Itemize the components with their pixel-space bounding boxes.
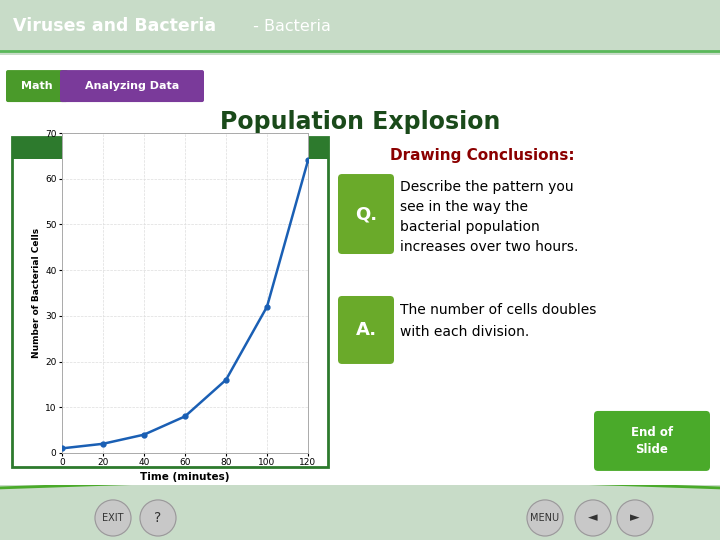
Text: ?: ?: [154, 511, 161, 525]
Text: A.: A.: [356, 321, 377, 339]
Text: Viruses and Bacteria: Viruses and Bacteria: [13, 17, 216, 36]
FancyBboxPatch shape: [0, 53, 720, 487]
Text: Drawing Conclusions:: Drawing Conclusions:: [390, 147, 575, 163]
FancyBboxPatch shape: [338, 174, 394, 254]
Text: Math: Math: [21, 81, 53, 91]
Text: Q.: Q.: [355, 205, 377, 223]
Text: EXIT: EXIT: [102, 513, 124, 523]
Text: Bacterial Reproduction by Binary Fission: Bacterial Reproduction by Binary Fission: [66, 144, 274, 152]
FancyBboxPatch shape: [6, 70, 68, 102]
FancyBboxPatch shape: [594, 411, 710, 471]
Circle shape: [575, 500, 611, 536]
Text: bacterial population: bacterial population: [400, 220, 540, 234]
Circle shape: [617, 500, 653, 536]
FancyBboxPatch shape: [12, 137, 328, 159]
Text: ►: ►: [630, 511, 640, 524]
Text: Describe the pattern you: Describe the pattern you: [400, 180, 574, 194]
FancyBboxPatch shape: [338, 296, 394, 364]
Circle shape: [140, 500, 176, 536]
FancyBboxPatch shape: [12, 137, 328, 467]
X-axis label: Time (minutes): Time (minutes): [140, 471, 230, 482]
Text: increases over two hours.: increases over two hours.: [400, 240, 578, 254]
Text: The number of cells doubles: The number of cells doubles: [400, 303, 596, 317]
Circle shape: [527, 500, 563, 536]
Text: ◄: ◄: [588, 511, 598, 524]
Text: Analyzing Data: Analyzing Data: [85, 81, 179, 91]
Text: End of
Slide: End of Slide: [631, 426, 673, 456]
FancyBboxPatch shape: [60, 70, 204, 102]
Y-axis label: Number of Bacterial Cells: Number of Bacterial Cells: [32, 228, 41, 358]
Text: with each division.: with each division.: [400, 325, 529, 339]
Text: Population Explosion: Population Explosion: [220, 110, 500, 134]
Text: see in the way the: see in the way the: [400, 200, 528, 214]
Text: MENU: MENU: [531, 513, 559, 523]
Circle shape: [95, 500, 131, 536]
Text: - Bacteria: - Bacteria: [248, 19, 331, 34]
